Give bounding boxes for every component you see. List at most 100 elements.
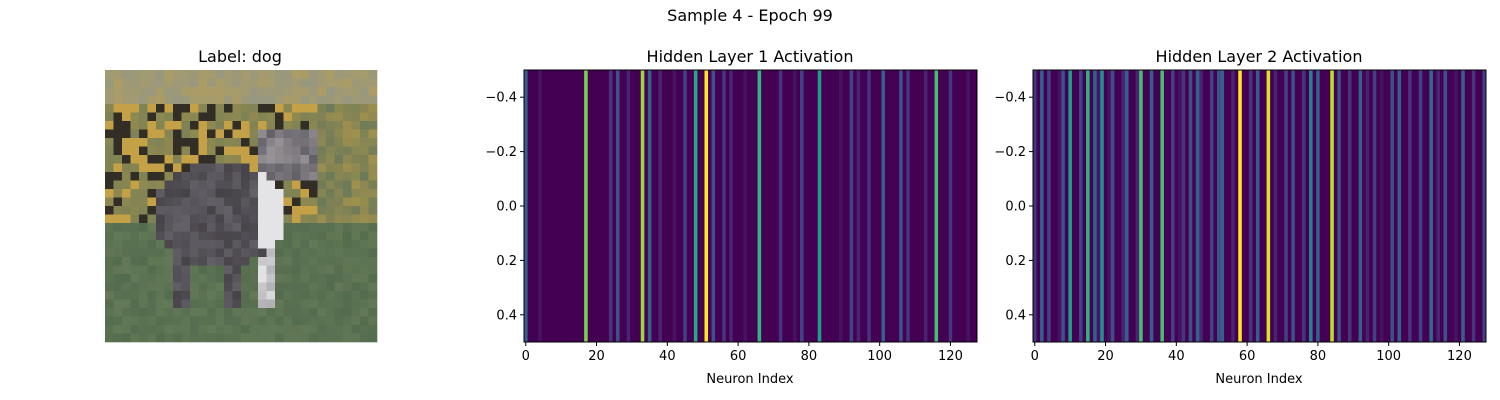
image-pixel — [156, 299, 165, 309]
image-pixel — [105, 95, 114, 105]
image-pixel — [232, 257, 242, 266]
image-pixel — [300, 333, 310, 343]
image-pixel — [139, 129, 148, 139]
image-pixel — [113, 129, 123, 139]
image-pixel — [232, 231, 242, 241]
heatmap-cell — [807, 70, 812, 342]
image-pixel — [351, 129, 361, 139]
heatmap-cell — [1436, 70, 1441, 342]
image-pixel — [232, 291, 242, 300]
image-pixel — [360, 325, 369, 334]
heatmap-cell — [704, 70, 709, 342]
image-pixel — [317, 316, 327, 326]
image-pixel — [343, 257, 352, 266]
heatmap-cell — [1404, 70, 1409, 342]
heatmap-cell — [1209, 70, 1214, 342]
heatmap-cell — [966, 70, 971, 342]
image-pixel — [317, 180, 327, 190]
image-pixel — [360, 87, 369, 96]
image-pixel — [164, 240, 174, 249]
heatmap-cell — [531, 70, 536, 342]
image-pixel — [249, 316, 259, 326]
heatmap-cell — [1231, 70, 1236, 342]
image-pixel — [275, 299, 284, 309]
image-pixel — [258, 95, 267, 105]
image-pixel — [266, 248, 276, 258]
image-pixel — [283, 333, 293, 343]
image-pixel — [113, 214, 123, 224]
image-pixel — [292, 163, 301, 173]
image-pixel — [241, 112, 250, 122]
image-pixel — [181, 214, 191, 224]
image-pixel — [113, 138, 123, 147]
image-pixel — [113, 87, 123, 96]
image-pixel — [241, 257, 250, 266]
image-pixel — [156, 231, 165, 241]
image-pixel — [275, 104, 284, 113]
heatmap-cell — [1333, 70, 1338, 342]
image-pixel — [368, 163, 378, 173]
image-pixel — [360, 172, 369, 181]
image-pixel — [317, 189, 327, 198]
image-pixel — [164, 146, 174, 156]
image-pixel — [241, 129, 250, 139]
image-pixel — [368, 95, 378, 105]
heatmap-cell — [750, 70, 755, 342]
image-pixel — [173, 257, 182, 266]
image-pixel — [351, 87, 361, 96]
image-pixel — [224, 104, 233, 113]
image-pixel — [122, 308, 131, 317]
heatmap-cell — [1075, 70, 1080, 342]
image-pixel — [309, 163, 318, 173]
image-pixel — [190, 299, 199, 309]
heatmap-cell — [1082, 70, 1087, 342]
image-pixel — [224, 274, 233, 283]
image-pixel — [343, 240, 352, 249]
image-pixel — [113, 231, 123, 241]
heatmap-cell — [1114, 70, 1119, 342]
y-tick-label: 0.0 — [1005, 200, 1026, 215]
image-pixel — [190, 138, 199, 147]
image-pixel — [334, 206, 344, 215]
heatmap-cell — [1188, 70, 1193, 342]
image-pixel — [292, 121, 301, 130]
image-pixel — [241, 248, 250, 258]
image-pixel — [156, 333, 165, 343]
image-pixel — [317, 78, 327, 88]
image-pixel — [224, 291, 233, 300]
image-pixel — [249, 240, 259, 249]
image-pixel — [334, 257, 344, 266]
image-pixel — [275, 231, 284, 241]
image-pixel — [241, 333, 250, 343]
image-pixel — [258, 70, 267, 79]
image-pixel — [147, 274, 157, 283]
heatmap-cell — [860, 70, 865, 342]
image-pixel — [113, 257, 123, 266]
image-pixel — [105, 248, 114, 258]
image-pixel — [258, 197, 267, 207]
image-pixel — [283, 70, 293, 79]
image-pixel — [190, 308, 199, 317]
heatmap-cell — [555, 70, 560, 342]
image-pixel — [343, 70, 352, 79]
image-pixel — [164, 257, 174, 266]
image-pixel — [232, 78, 242, 88]
image-pixel — [275, 189, 284, 198]
image-pixel — [198, 282, 208, 292]
x-tick-label: 20 — [588, 349, 605, 364]
image-pixel — [334, 316, 344, 326]
image-pixel — [258, 299, 267, 309]
image-pixel — [130, 70, 140, 79]
image-pixel — [173, 104, 182, 113]
image-pixel — [130, 197, 140, 207]
image-pixel — [224, 206, 233, 215]
image-pixel — [326, 189, 335, 198]
heatmap-cell — [920, 70, 925, 342]
heatmap-cell — [1213, 70, 1218, 342]
y-tick-label: −0.2 — [485, 145, 517, 160]
image-pixel — [173, 223, 182, 232]
y-tick-label: 0.4 — [496, 308, 517, 323]
heatmap-cell — [1326, 70, 1331, 342]
image-pixel — [368, 214, 378, 224]
x-tick-label: 40 — [659, 349, 676, 364]
